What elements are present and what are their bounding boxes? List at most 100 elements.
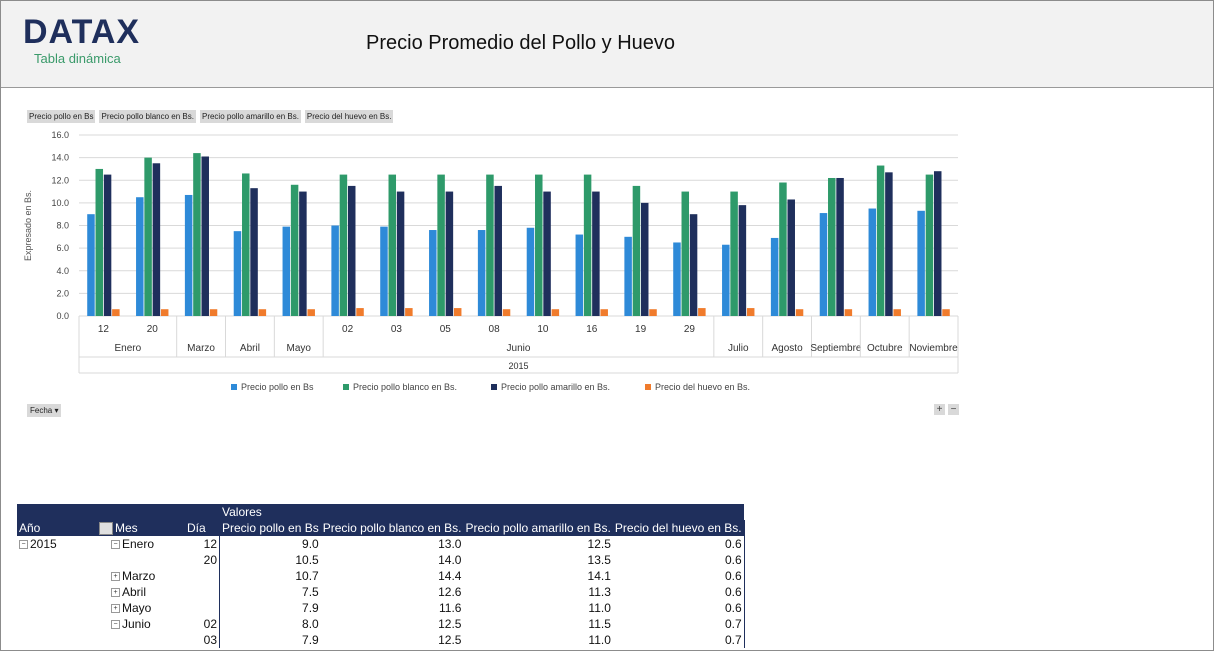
value-cell: 7.9 (218, 632, 321, 648)
legend-label: Precio pollo blanco en Bs. (353, 382, 457, 392)
bar (844, 309, 853, 316)
bar (730, 191, 738, 316)
bar-chart: 0.0 2.0 4.0 6.0 8.0 10.0 12.0 14.0 16.0 Expresado… (23, 130, 959, 392)
bar (87, 214, 95, 316)
month-label: Noviembre (909, 343, 958, 354)
month-value: Abril (122, 585, 147, 599)
col-header-v2: Precio pollo blanco en Bs. (320, 520, 464, 536)
bar (681, 191, 690, 316)
value-cell: 12.5 (438, 617, 462, 631)
collapse-icon[interactable]: − (111, 540, 120, 550)
value-cell: 0.6 (612, 600, 745, 616)
value-cell: 10.7 (218, 568, 321, 584)
year-cell[interactable]: −2015 (17, 536, 97, 552)
pivot-header-row: Año Mes Día Precio pollo en Bs Precio po… (17, 520, 745, 536)
bar (445, 191, 454, 316)
value-cell: 11.6 (439, 601, 462, 615)
bar (819, 213, 828, 316)
bar (787, 199, 795, 316)
bar (632, 185, 641, 316)
bar (779, 182, 787, 316)
day-cell (185, 584, 220, 600)
x-tick-label: 12 (98, 324, 110, 335)
x-tick-label: 16 (586, 324, 598, 335)
y-axis-label: Expresado en Bs. (23, 190, 33, 261)
bar (640, 202, 649, 316)
day-cell: 20 (203, 553, 217, 567)
pivot-header-row-valores: Valores (17, 504, 745, 520)
field-button-huevo[interactable]: Precio del huevo en Bs. (304, 110, 394, 123)
fecha-label: Fecha (30, 406, 53, 415)
value-cell: 11.0 (588, 601, 611, 615)
bar (795, 309, 804, 316)
value-cell: 7.9 (218, 600, 321, 616)
value-cell: 0.6 (612, 552, 745, 568)
x-tick-label: 03 (391, 324, 403, 335)
bar (673, 242, 681, 316)
bar (583, 174, 592, 316)
bar (486, 174, 494, 316)
value-cell: 14.4 (438, 569, 462, 583)
bar (405, 308, 413, 316)
x-tick-label: 20 (147, 324, 159, 335)
collapse-icon[interactable]: − (111, 620, 120, 630)
value-cell: 11.5 (588, 617, 611, 631)
expand-icon[interactable]: + (111, 572, 120, 582)
month-cell[interactable]: − Junio (97, 616, 185, 632)
month-value: Enero (122, 537, 155, 551)
value-cell: 12.5 (438, 633, 462, 647)
bar (925, 174, 934, 316)
month-label: Octubre (867, 343, 903, 354)
bar (331, 225, 339, 316)
x-tick-label: 19 (635, 324, 647, 335)
day-cell: 03 (203, 633, 217, 647)
value-cell: 0.6 (612, 568, 745, 584)
expand-icon[interactable]: + (111, 588, 120, 598)
bar (885, 172, 893, 316)
bar (356, 308, 364, 316)
value-cell: 13.5 (587, 553, 611, 567)
bar (299, 191, 307, 316)
day-cell: 12 (203, 537, 217, 551)
fecha-filter-button[interactable]: Fecha ▾ (27, 404, 62, 417)
bar (746, 308, 755, 316)
col-header-month[interactable]: Mes (97, 520, 185, 536)
y-tick-label: 4.0 (56, 266, 69, 276)
bar (396, 191, 405, 316)
y-tick-label: 2.0 (56, 288, 69, 298)
bar (347, 185, 356, 316)
collapse-minus-icon[interactable]: − (948, 404, 959, 415)
bar (103, 174, 112, 316)
col-header-v4: Precio del huevo en Bs. (612, 520, 745, 536)
datax-logo: DATAX (23, 13, 141, 51)
field-button-pollo-amarillo[interactable]: Precio pollo amarillo en Bs. (199, 110, 301, 123)
month-cell[interactable]: + Marzo (97, 568, 185, 584)
y-tick-label: 8.0 (56, 221, 69, 231)
filter-icon[interactable] (99, 522, 113, 536)
month-cell[interactable]: + Mayo (97, 600, 185, 616)
month-value: Junio (122, 617, 151, 631)
month-cell[interactable]: − Enero (97, 536, 185, 552)
field-button-pollo[interactable]: Precio pollo en Bs (27, 110, 96, 123)
bar (95, 168, 104, 316)
month-label: Enero (114, 343, 141, 354)
bar (339, 174, 348, 316)
expand-plus-icon[interactable]: + (934, 404, 945, 415)
bar (535, 174, 543, 316)
bar (437, 174, 445, 316)
collapse-icon[interactable]: − (19, 540, 28, 550)
bar (876, 165, 885, 316)
col-header-year: Año (17, 520, 97, 536)
legend-swatch (343, 384, 349, 390)
expand-icon[interactable]: + (111, 604, 120, 614)
x-tick-label: 08 (489, 324, 501, 335)
table-row: + Abril 7.5 12.6 11.3 0.6 (17, 584, 745, 600)
month-cell[interactable]: + Abril (97, 584, 185, 600)
bar (307, 309, 315, 316)
bar (575, 234, 584, 316)
field-button-pollo-blanco[interactable]: Precio pollo blanco en Bs. (99, 110, 196, 123)
month-cell (97, 552, 185, 568)
legend-swatch (645, 384, 651, 390)
bar (282, 226, 291, 316)
